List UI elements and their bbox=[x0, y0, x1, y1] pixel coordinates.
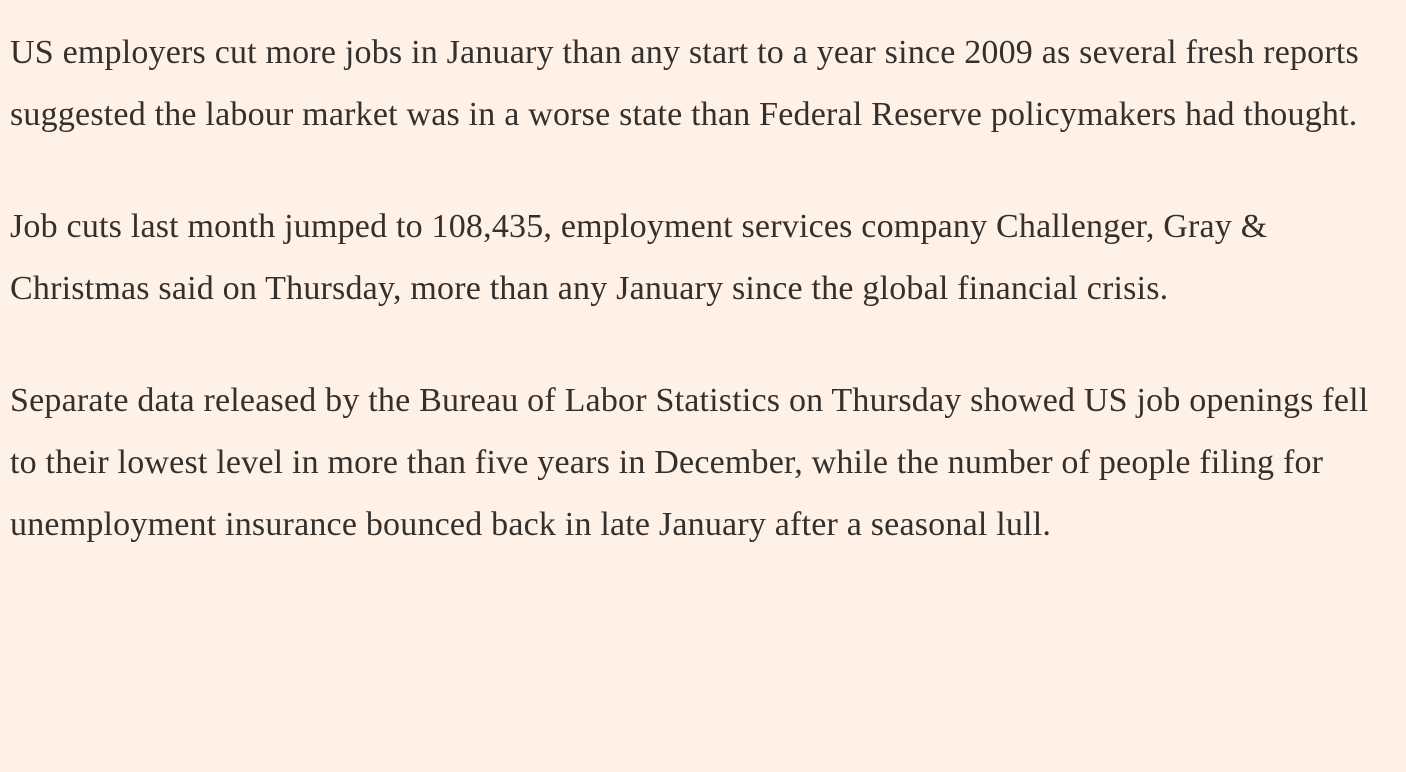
article-body: US employers cut more jobs in January th… bbox=[10, 34, 1369, 543]
article-paragraph-2: Job cuts last month jumped to 108,435, e… bbox=[10, 208, 1268, 307]
article-paragraph-1: US employers cut more jobs in January th… bbox=[10, 34, 1359, 133]
article-paragraph-3: Separate data released by the Bureau of … bbox=[10, 382, 1369, 543]
